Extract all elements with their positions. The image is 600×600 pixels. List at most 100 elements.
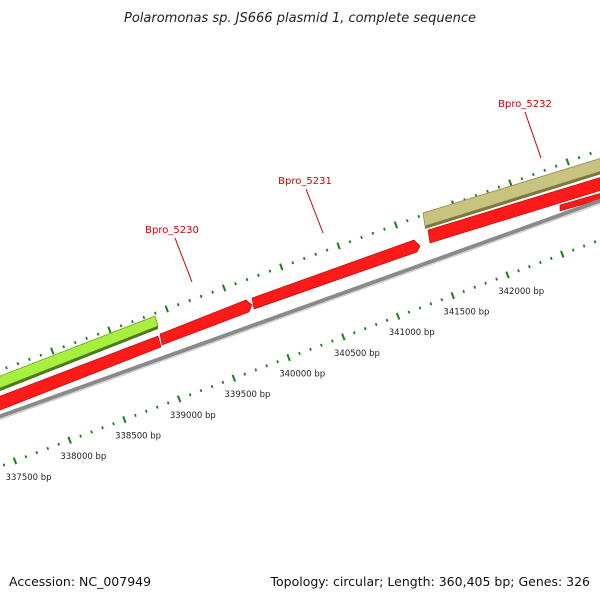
major-tick <box>560 250 565 258</box>
minor-tick <box>155 405 159 409</box>
minor-tick <box>497 185 501 189</box>
minor-tick <box>144 409 148 413</box>
major-tick <box>164 305 169 313</box>
bp-scale-label: 338000 bp <box>60 452 106 462</box>
minor-tick <box>577 155 581 160</box>
minor-tick <box>119 324 123 328</box>
major-tick <box>279 263 284 271</box>
minor-tick <box>331 339 334 343</box>
minor-tick <box>473 285 477 289</box>
minor-tick <box>383 227 386 231</box>
minor-tick <box>96 332 100 336</box>
minor-tick <box>254 368 258 372</box>
minor-tick <box>549 256 553 261</box>
minor-tick <box>417 214 421 219</box>
minor-tick <box>302 256 306 261</box>
major-tick <box>231 374 237 382</box>
major-tick <box>341 333 346 341</box>
label-leader-line <box>524 111 542 159</box>
minor-tick <box>440 298 444 302</box>
major-tick <box>122 415 127 424</box>
topology-summary-text: Topology: circular; Length: 360,405 bp; … <box>270 574 591 589</box>
gene-block-khaki-shadow <box>425 171 600 229</box>
minor-tick <box>407 310 411 314</box>
major-tick <box>565 158 570 166</box>
minor-tick <box>325 248 329 252</box>
minor-tick <box>517 269 520 273</box>
major-tick <box>286 353 291 362</box>
backbone-line-shadow <box>0 203 600 420</box>
minor-tick <box>593 240 597 244</box>
minor-tick <box>188 298 192 303</box>
bp-scale-label: 338500 bp <box>115 432 161 442</box>
minor-tick <box>210 384 214 389</box>
minor-tick <box>495 277 498 281</box>
major-tick <box>67 436 72 444</box>
minor-tick <box>265 364 269 368</box>
minor-tick <box>314 252 318 256</box>
gene-label-bpro-5232: Bpro_5232 <box>498 99 552 110</box>
major-tick <box>107 326 112 334</box>
minor-tick <box>131 320 134 324</box>
minor-tick <box>28 357 31 361</box>
label-leader-line <box>174 237 193 283</box>
gene-arrow-right-lower <box>559 193 600 212</box>
minor-tick <box>309 347 312 351</box>
bp-scale-label: 341500 bp <box>443 308 489 318</box>
minor-tick <box>486 189 489 193</box>
minor-tick <box>571 248 575 252</box>
accession-text: Accession: NC_007949 <box>9 574 151 589</box>
minor-tick <box>320 343 323 347</box>
minor-tick <box>24 455 28 459</box>
minor-tick <box>176 303 180 307</box>
minor-tick <box>62 345 66 349</box>
major-tick <box>505 271 510 279</box>
gene-block-green-shadow <box>0 326 158 392</box>
major-tick <box>336 242 341 250</box>
minor-tick <box>257 273 260 278</box>
minor-tick <box>405 219 409 223</box>
gene-arrows-red <box>0 177 600 411</box>
gene-label-bpro-5231: Bpro_5231 <box>278 176 332 187</box>
gene-label-bpro-5232-group: Bpro_5232 <box>498 99 552 159</box>
minor-tick <box>352 331 356 335</box>
gene-label-bpro-5230-group: Bpro_5230 <box>145 225 199 283</box>
major-tick <box>393 221 399 229</box>
minor-tick <box>154 311 157 315</box>
minor-tick <box>276 360 279 364</box>
minor-tick <box>418 306 422 310</box>
minor-tick <box>385 318 389 323</box>
gene-arrow-left <box>0 335 162 411</box>
minor-tick <box>221 380 225 385</box>
minor-tick <box>539 260 542 265</box>
inner-tick-ring: 337500 bp 338000 bp 338500 bp 339000 bp 3395… <box>2 240 597 483</box>
minor-tick <box>199 388 203 393</box>
bp-scale-label: 340500 bp <box>334 349 380 359</box>
minor-tick <box>429 302 433 306</box>
minor-tick <box>5 366 8 370</box>
minor-tick <box>589 151 592 156</box>
minor-tick <box>85 336 88 341</box>
minor-tick <box>211 290 214 294</box>
minor-tick <box>360 235 363 240</box>
backbone-line <box>0 198 600 419</box>
minor-tick <box>90 430 93 434</box>
minor-tick <box>234 282 237 286</box>
gene-arrow-bpro-5230 <box>159 299 253 346</box>
minor-tick <box>46 446 50 451</box>
major-tick <box>508 179 513 187</box>
minor-tick <box>39 353 43 357</box>
minor-tick <box>101 426 104 430</box>
minor-tick <box>371 231 375 235</box>
minor-tick <box>79 434 82 438</box>
minor-tick <box>554 164 558 168</box>
minor-tick <box>363 326 367 331</box>
minor-tick <box>268 269 272 273</box>
gene-block-khaki <box>422 158 600 227</box>
minor-tick <box>73 340 77 345</box>
gene-arrow-bpro-5231 <box>251 239 421 310</box>
minor-tick <box>543 168 547 172</box>
minor-tick <box>35 450 39 455</box>
minor-tick <box>374 322 378 327</box>
